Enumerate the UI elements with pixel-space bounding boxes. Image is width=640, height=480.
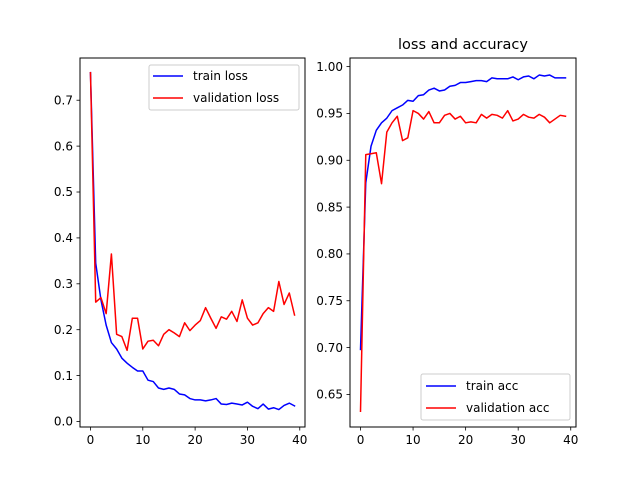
loss-subplot: 0 10 20 30 40 0.0 0.1 0.2 0.3 0.4 0.5 0.6 0.7 train … <box>54 57 308 447</box>
loss-legend-box <box>148 64 300 111</box>
accuracy-y-tick-label: 1.00 <box>316 60 343 74</box>
accuracy-axes-frame <box>349 57 577 428</box>
loss-y-tick-label: 0.2 <box>54 323 73 337</box>
loss-legend: train loss validation loss <box>148 64 300 111</box>
accuracy-y-tick-label: 0.85 <box>316 200 343 214</box>
loss-y-tick-label: 0.6 <box>54 139 73 153</box>
loss-series-line-1 <box>89 71 296 352</box>
loss-y-tick-label: 0.3 <box>54 277 73 291</box>
accuracy-legend: train acc validation acc <box>420 373 571 421</box>
loss-x-tick-label: 0 <box>87 433 95 447</box>
accuracy-legend-label-train: train acc <box>466 379 518 393</box>
accuracy-subplot: 0 10 20 30 40 0.65 0.70 0.75 0.80 0.85 0.90 0.95 1.0… <box>316 37 578 447</box>
accuracy-ticks-layer: 0 10 20 30 40 0.65 0.70 0.75 0.80 0.85 0.90 0.95 1.0… <box>316 60 578 447</box>
loss-series-line-0 <box>89 71 296 411</box>
loss-legend-label-train: train loss <box>193 69 248 83</box>
accuracy-legend-box <box>420 373 571 421</box>
loss-x-tick-label: 30 <box>240 433 255 447</box>
loss-legend-label-validation: validation loss <box>193 91 279 105</box>
loss-x-tick-label: 40 <box>292 433 307 447</box>
accuracy-x-tick-label: 40 <box>563 433 578 447</box>
loss-series-layer <box>89 71 296 411</box>
loss-y-tick-label: 0.4 <box>54 231 73 245</box>
accuracy-series-layer <box>359 74 567 413</box>
accuracy-y-tick-label: 0.80 <box>316 247 343 261</box>
accuracy-legend-label-validation: validation acc <box>466 401 549 415</box>
loss-x-tick-label: 20 <box>187 433 202 447</box>
accuracy-x-tick-label: 0 <box>357 433 365 447</box>
accuracy-y-tick-label: 0.95 <box>316 107 343 121</box>
accuracy-series-line-0 <box>359 74 567 351</box>
accuracy-y-tick-label: 0.65 <box>316 388 343 402</box>
loss-y-tick-label: 0.0 <box>54 415 73 429</box>
loss-ticks-layer: 0 10 20 30 40 0.0 0.1 0.2 0.3 0.4 0.5 0.6 0.7 <box>54 93 308 447</box>
loss-y-tick-label: 0.7 <box>54 93 73 107</box>
loss-axes-frame <box>79 57 306 428</box>
loss-y-tick-label: 0.1 <box>54 369 73 383</box>
accuracy-y-tick-label: 0.75 <box>316 294 343 308</box>
accuracy-x-tick-label: 10 <box>405 433 420 447</box>
accuracy-series-line-1 <box>359 109 567 413</box>
accuracy-y-tick-label: 0.70 <box>316 341 343 355</box>
accuracy-y-tick-label: 0.90 <box>316 153 343 167</box>
accuracy-x-tick-label: 30 <box>511 433 526 447</box>
loss-y-tick-label: 0.5 <box>54 185 73 199</box>
loss-x-tick-label: 10 <box>135 433 150 447</box>
accuracy-chart-title: loss and accuracy <box>398 37 528 53</box>
accuracy-x-tick-label: 20 <box>458 433 473 447</box>
